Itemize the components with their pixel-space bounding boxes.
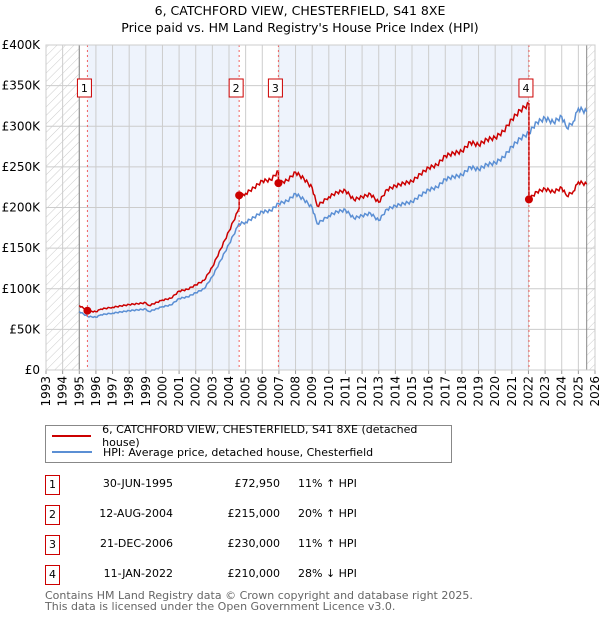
x-tick-label: 2023 — [538, 376, 552, 407]
y-tick-label: £300K — [2, 119, 42, 133]
sale-number-badge: 4 — [45, 565, 60, 585]
x-tick-label: 1997 — [106, 376, 120, 407]
y-tick-label: £100K — [2, 282, 42, 296]
sale-point — [524, 195, 533, 204]
x-tick-label: 2022 — [521, 376, 535, 407]
sale-number-badge: 1 — [45, 475, 60, 495]
sale-hpi-diff: 11% ↑ HPI — [298, 477, 357, 490]
x-tick-label: 2013 — [372, 376, 386, 407]
sale-number-badge: 3 — [45, 535, 60, 555]
plot-border — [45, 44, 596, 371]
sale-label-number: 3 — [272, 82, 279, 95]
sale-hpi-diff: 20% ↑ HPI — [298, 507, 357, 520]
sale-point — [274, 179, 283, 188]
sale-label-box — [228, 78, 244, 98]
x-tick-label: 2009 — [305, 376, 319, 407]
sale-table-row: 1 30-JUN-1995 £72,950 11% ↑ HPI — [45, 475, 465, 495]
footer-licence: This data is licensed under the Open Gov… — [45, 600, 396, 613]
x-tick-label: 1995 — [72, 376, 86, 407]
sale-date: 12-AUG-2004 — [99, 507, 173, 520]
sale-hpi-diff: 11% ↑ HPI — [298, 537, 357, 550]
sale-label-number: 4 — [522, 82, 529, 95]
sale-table-row: 2 12-AUG-2004 £215,000 20% ↑ HPI — [45, 505, 465, 525]
sale-point — [83, 306, 92, 315]
x-tick-label: 2024 — [555, 376, 569, 407]
x-tick-label: 1993 — [39, 376, 53, 407]
x-tick-label: 2004 — [222, 376, 236, 407]
x-tick-label: 2025 — [571, 376, 585, 407]
sale-label-number: 2 — [233, 82, 240, 95]
legend-label-property: 6, CATCHFORD VIEW, CHESTERFIELD, S41 8XE… — [102, 423, 418, 449]
sale-price: £210,000 — [227, 567, 281, 580]
sale-label-box — [518, 78, 534, 98]
legend-swatch-hpi — [52, 451, 92, 453]
x-tick-label: 2002 — [189, 376, 203, 407]
sale-price: £72,950 — [234, 477, 281, 490]
y-tick-label: £150K — [2, 241, 42, 255]
x-tick-label: 2012 — [355, 376, 369, 407]
sale-price: £230,000 — [227, 537, 281, 550]
x-tick-label: 2017 — [438, 376, 452, 407]
hpi-series-line — [78, 105, 588, 319]
sale-hpi-diff: 28% ↓ HPI — [298, 567, 357, 580]
x-tick-label: 2010 — [322, 376, 336, 407]
x-tick-label: 2001 — [172, 376, 186, 407]
x-tick-label: 2016 — [422, 376, 436, 407]
sale-price: £215,000 — [227, 507, 281, 520]
sale-label-box — [267, 78, 283, 98]
x-tick-label: 2015 — [405, 376, 419, 407]
x-tick-label: 2000 — [155, 376, 169, 407]
x-tick-label: 2020 — [488, 376, 502, 407]
x-tick-label: 1999 — [139, 376, 153, 407]
x-tick-label: 2021 — [505, 376, 519, 407]
x-tick-label: 2018 — [455, 376, 469, 407]
footer-copyright: Contains HM Land Registry data © Crown c… — [45, 589, 473, 602]
x-tick-label: 2014 — [388, 376, 402, 407]
y-tick-label: £250K — [2, 160, 42, 174]
legend-label-hpi: HPI: Average price, detached house, Ches… — [103, 445, 374, 459]
chart-subtitle: Price paid vs. HM Land Registry's House … — [121, 20, 479, 35]
sale-table-row: 3 21-DEC-2006 £230,000 11% ↑ HPI — [45, 535, 465, 555]
y-tick-label: £200K — [2, 201, 42, 215]
sale-point — [235, 191, 244, 200]
sale-date: 11-JAN-2022 — [103, 567, 173, 580]
sale-label-box — [76, 78, 92, 98]
sale-number-badge: 2 — [45, 505, 60, 525]
legend-swatch-property — [52, 435, 92, 437]
x-tick-label: 2008 — [289, 376, 303, 407]
x-tick-label: 2003 — [205, 376, 219, 407]
x-tick-label: 2006 — [255, 376, 269, 407]
x-tick-label: 1998 — [122, 376, 136, 407]
sale-table-row: 4 11-JAN-2022 £210,000 28% ↓ HPI — [45, 565, 465, 585]
sale-date: 30-JUN-1995 — [102, 477, 173, 490]
x-tick-label: 1994 — [56, 376, 70, 407]
y-tick-label: £400K — [2, 38, 42, 52]
y-tick-label: £50K — [9, 322, 41, 336]
legend: 6, CATCHFORD VIEW, CHESTERFIELD, S41 8XE… — [45, 423, 452, 463]
x-tick-label: 2005 — [239, 376, 253, 407]
x-tick-label: 2026 — [588, 376, 600, 407]
sale-date: 21-DEC-2006 — [99, 537, 173, 550]
y-tick-label: £350K — [2, 79, 42, 93]
y-tick-label: £0 — [25, 363, 40, 377]
sale-label-number: 1 — [81, 82, 88, 95]
x-tick-label: 2011 — [338, 376, 352, 407]
x-tick-label: 2019 — [472, 376, 486, 407]
chart-title: 6, CATCHFORD VIEW, CHESTERFIELD, S41 8XE — [154, 3, 446, 18]
x-tick-label: 2007 — [272, 376, 286, 407]
property-series-line — [78, 101, 588, 313]
plot-area: 1993 1994 1995 1996 1997 1998 1999 2000 2001 2002… — [2, 38, 600, 407]
x-tick-label: 1996 — [89, 376, 103, 407]
